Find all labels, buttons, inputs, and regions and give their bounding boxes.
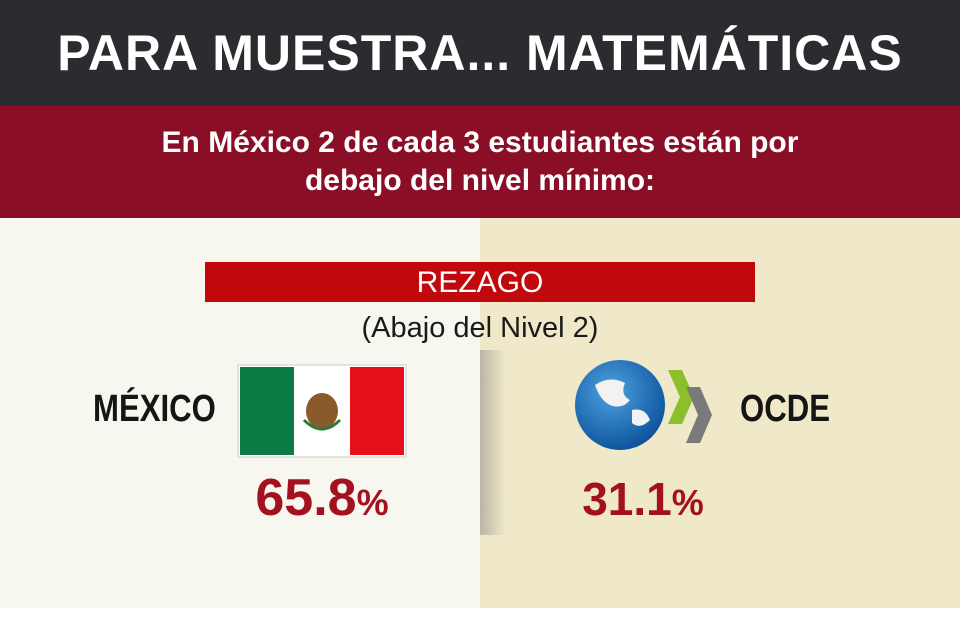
chevron xyxy=(668,370,694,424)
subtitle-band: En México 2 de cada 3 estudiantes están … xyxy=(0,106,960,218)
flag-green xyxy=(240,367,294,455)
subtitle: En México 2 de cada 3 estudiantes están … xyxy=(161,126,799,197)
country-name: OCDE xyxy=(740,388,831,430)
value-unit: % xyxy=(356,482,389,523)
flag-red xyxy=(350,367,404,455)
value-unit: % xyxy=(671,482,704,523)
value: 65.8% xyxy=(192,468,452,528)
flag-emblem xyxy=(306,393,338,429)
label-subtitle: (Abajo del Nivel 2) xyxy=(361,312,599,344)
mexico-flag xyxy=(237,364,407,458)
continents xyxy=(595,379,650,426)
value-number: 65.8 xyxy=(255,469,357,527)
chevron xyxy=(686,387,712,443)
value: 31.1% xyxy=(513,472,773,526)
title: PARA MUESTRA... MATEMÁTICAS xyxy=(0,0,960,106)
country-name: MÉXICO xyxy=(93,388,216,430)
ocde-logo xyxy=(575,360,712,450)
divider xyxy=(480,350,506,535)
value-number: 31.1 xyxy=(582,473,672,525)
flag-wreath xyxy=(302,418,342,431)
label-bar: REZAGO xyxy=(205,262,755,302)
